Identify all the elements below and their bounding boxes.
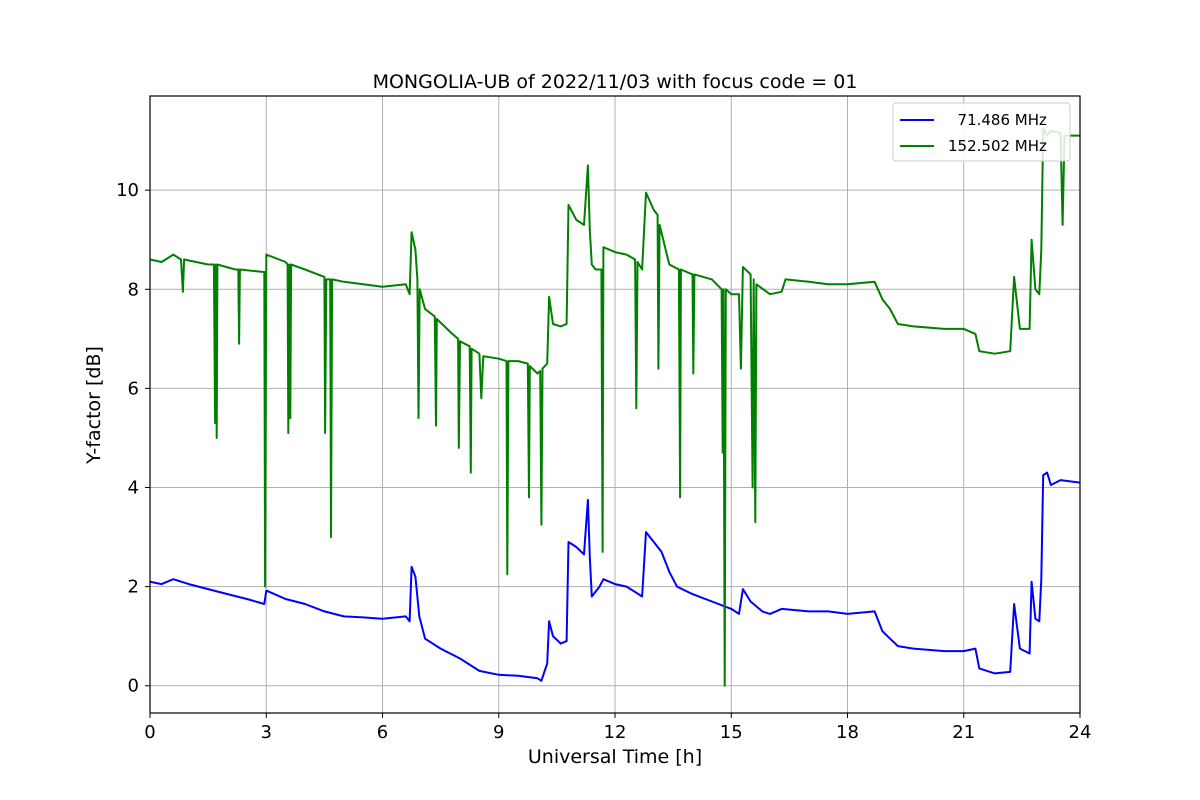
y-tick-label: 6 bbox=[128, 378, 139, 399]
y-tick-label: 0 bbox=[128, 676, 139, 697]
x-tick-label: 15 bbox=[720, 722, 743, 743]
y-tick-label: 2 bbox=[128, 577, 139, 598]
legend-label-152mhz: 152.502 MHz bbox=[948, 137, 1047, 155]
x-tick-label: 18 bbox=[836, 722, 859, 743]
y-tick-label: 10 bbox=[116, 180, 139, 201]
chart-title: MONGOLIA-UB of 2022/11/03 with focus cod… bbox=[373, 71, 858, 93]
legend-label-71mhz: 71.486 MHz bbox=[948, 111, 1047, 129]
x-tick-label: 6 bbox=[377, 722, 388, 743]
x-axis-label: Universal Time [h] bbox=[528, 746, 702, 768]
series-line-152mhz bbox=[150, 127, 1080, 687]
series-line-71mhz bbox=[150, 471, 1080, 682]
series-lines bbox=[150, 127, 1080, 687]
y-tick-label: 4 bbox=[128, 478, 139, 499]
x-tick-label: 21 bbox=[952, 722, 975, 743]
y-axis-label: Y-factor [dB] bbox=[83, 346, 105, 465]
legend-box bbox=[892, 102, 1071, 162]
x-tick-label: 3 bbox=[261, 722, 272, 743]
x-tick-label: 24 bbox=[1069, 722, 1092, 743]
x-tick-label: 12 bbox=[604, 722, 627, 743]
legend: 71.486 MHz 152.502 MHz bbox=[892, 102, 1071, 162]
x-tick-label: 0 bbox=[144, 722, 155, 743]
x-tick-label: 9 bbox=[493, 722, 504, 743]
y-tick-label: 8 bbox=[128, 279, 139, 300]
